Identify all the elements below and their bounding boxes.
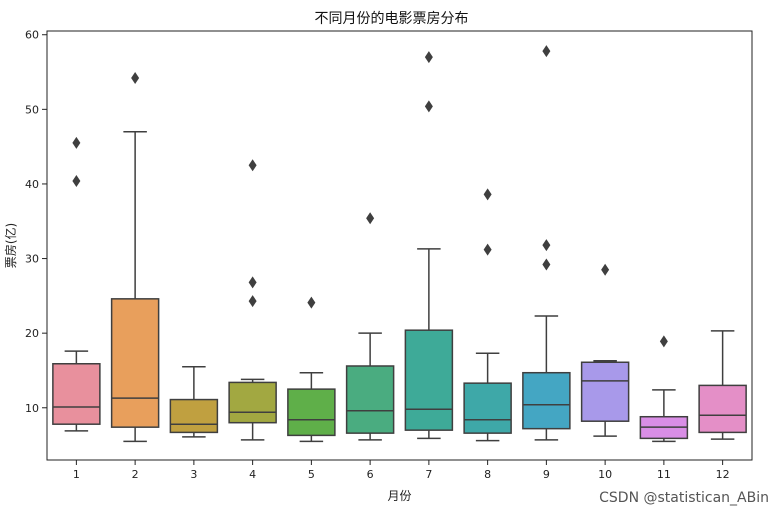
outlier-point — [131, 72, 140, 85]
box-9 — [522, 371, 571, 430]
plot-frame — [46, 30, 753, 461]
box-1 — [52, 363, 101, 425]
outlier-point — [483, 243, 492, 256]
outlier-point — [307, 296, 316, 309]
box-2 — [110, 298, 160, 428]
outlier-point — [542, 258, 551, 271]
box-10 — [580, 361, 630, 422]
box-7 — [404, 329, 454, 431]
x-tick-label: 9 — [543, 468, 550, 481]
outlier-point — [248, 159, 257, 172]
x-tick-label: 11 — [657, 468, 671, 481]
y-tick-label: 20 — [25, 327, 39, 340]
x-tick-label: 8 — [484, 468, 491, 481]
box-8 — [463, 382, 512, 434]
outlier-point — [542, 45, 551, 58]
x-tick-label: 3 — [190, 468, 197, 481]
x-tick-label: 1 — [73, 468, 80, 481]
x-tick-label: 4 — [249, 468, 256, 481]
outlier-point — [424, 100, 433, 113]
y-tick-label: 30 — [25, 253, 39, 266]
outlier-point — [248, 295, 257, 308]
x-tick-label: 12 — [716, 468, 730, 481]
box-4 — [228, 381, 277, 424]
watermark: CSDN @statistican_ABin — [599, 490, 769, 506]
y-tick-label: 40 — [25, 178, 39, 191]
outlier-point — [248, 276, 257, 289]
y-tick-label: 60 — [25, 29, 39, 42]
x-tick-label: 2 — [132, 468, 139, 481]
x-tick-label: 5 — [308, 468, 315, 481]
outlier-point — [424, 51, 433, 64]
x-tick-label: 7 — [425, 468, 432, 481]
chart-title: 不同月份的电影票房分布 — [314, 11, 469, 27]
outlier-point — [366, 212, 375, 225]
y-axis-label: 票房(亿) — [3, 223, 18, 268]
x-axis-label: 月份 — [387, 489, 411, 503]
outlier-point — [72, 174, 81, 187]
box-5 — [287, 388, 336, 437]
y-tick-label: 50 — [25, 103, 39, 116]
outlier-point — [542, 239, 551, 252]
y-tick-label: 10 — [25, 402, 39, 415]
outlier-point — [483, 188, 492, 201]
box-6 — [345, 365, 395, 434]
x-tick-label: 10 — [598, 468, 612, 481]
outlier-point — [601, 263, 610, 276]
x-tick-label: 6 — [367, 468, 374, 481]
outlier-point — [72, 136, 81, 149]
box-3 — [169, 398, 219, 434]
box-12 — [698, 384, 747, 434]
outlier-point — [659, 335, 668, 348]
